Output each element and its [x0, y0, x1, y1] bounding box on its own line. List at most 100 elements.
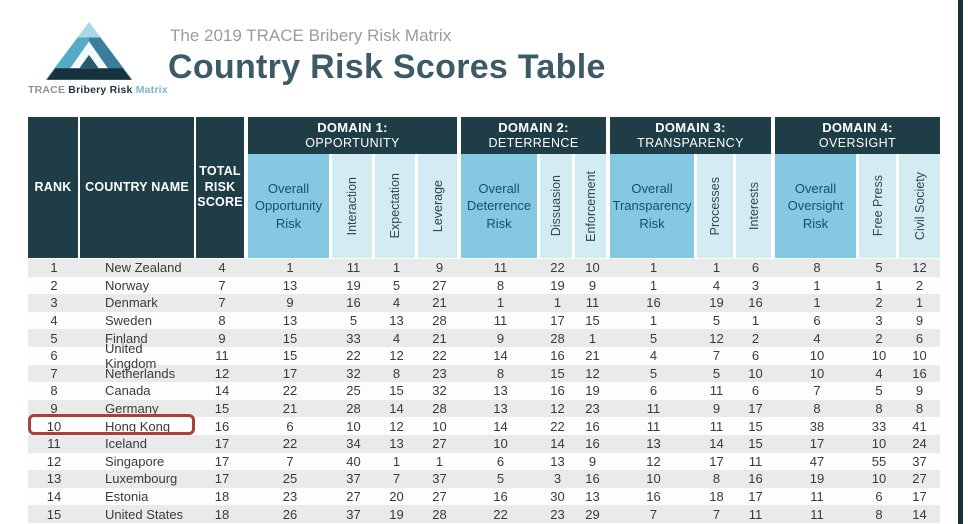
- domain-3-sublabel: TRANSPARENCY: [637, 135, 744, 150]
- value-cell: 8: [813, 401, 821, 417]
- risk-scores-table: RANK COUNTRY NAME TOTAL RISK SCORE DOMAI…: [28, 117, 940, 523]
- domain-4-label: DOMAIN 4:: [822, 119, 893, 135]
- domain-1-header: DOMAIN 1: OPPORTUNITY: [248, 117, 461, 154]
- domain-3-header: DOMAIN 3: TRANSPARENCY: [610, 117, 775, 154]
- value-cell: 27: [432, 277, 447, 293]
- table-row: 15 United States 18 26 37 19 28 22 23 29…: [28, 505, 940, 523]
- value-cell: 10: [912, 348, 927, 364]
- value-cell: 1: [751, 313, 760, 329]
- value-cell: 21: [432, 295, 447, 311]
- rank-cell: 8: [50, 383, 58, 399]
- value-cell: 1: [553, 295, 562, 311]
- value-cell: 9: [435, 260, 444, 276]
- country-cell: Luxembourg: [105, 471, 178, 487]
- value-cell: 11: [748, 506, 763, 522]
- value-cell: 1: [915, 295, 924, 311]
- value-cell: 6: [813, 313, 821, 329]
- value-cell: 15: [550, 365, 565, 381]
- country-cell: Hong Kong: [105, 418, 171, 434]
- value-cell: 17: [748, 401, 763, 417]
- logo-word-trace: TRACE: [28, 84, 66, 96]
- value-cell: 10: [646, 471, 661, 487]
- value-cell: 29: [585, 506, 600, 522]
- value-cell: 1: [286, 260, 294, 276]
- value-cell: 9: [915, 313, 924, 329]
- value-cell: 16: [585, 418, 600, 434]
- value-cell: 1: [875, 277, 883, 293]
- value-cell: 1: [649, 277, 658, 293]
- value-cell: 13: [493, 401, 508, 417]
- col-header-expectation: Expectation: [375, 154, 418, 258]
- value-cell: 22: [493, 506, 508, 522]
- value-cell: 16: [585, 471, 600, 487]
- col-header-leverage: Leverage: [418, 154, 461, 258]
- col-header-civil-society: Civil Society: [899, 154, 940, 258]
- value-cell: 32: [346, 365, 361, 381]
- value-cell: 16: [493, 489, 508, 505]
- value-cell: 14: [214, 383, 230, 399]
- domain-4-group: DOMAIN 4: OVERSIGHT Overall Oversight Ri…: [775, 117, 940, 258]
- trace-logo: TRACE Bribery Risk Matrix: [28, 20, 168, 108]
- value-cell: 14: [493, 348, 508, 364]
- value-cell: 16: [550, 383, 565, 399]
- rank-cell: 3: [50, 295, 58, 311]
- value-cell: 7: [712, 348, 721, 364]
- logo-word-matrix: Matrix: [135, 84, 168, 96]
- value-cell: 10: [871, 471, 887, 487]
- value-cell: 25: [346, 383, 361, 399]
- value-cell: 16: [748, 471, 763, 487]
- value-cell: 13: [493, 383, 508, 399]
- value-cell: 8: [915, 401, 924, 417]
- value-cell: 21: [282, 401, 298, 417]
- col-header-enforcement: Enforcement: [575, 154, 610, 258]
- value-cell: 8: [496, 365, 505, 381]
- value-cell: 22: [550, 260, 565, 276]
- table-row: 4 Sweden 8 13 5 13 28 11 17 15 1 5 1 6 3…: [28, 311, 940, 330]
- value-cell: 5: [649, 365, 658, 381]
- value-cell: 14: [550, 436, 565, 452]
- value-cell: 19: [585, 383, 600, 399]
- value-cell: 22: [432, 348, 447, 364]
- value-cell: 16: [214, 418, 230, 434]
- col-header-overall-opportunity-risk: Overall Opportunity Risk: [248, 154, 332, 258]
- value-cell: 12: [389, 348, 404, 364]
- value-cell: 13: [550, 453, 565, 469]
- value-cell: 2: [875, 330, 883, 346]
- value-cell: 1: [496, 295, 505, 311]
- value-cell: 11: [810, 489, 824, 505]
- value-cell: 12: [709, 330, 724, 346]
- value-cell: 6: [751, 260, 760, 276]
- domain-1-sublabel: OPPORTUNITY: [305, 135, 400, 150]
- value-cell: 13: [585, 489, 600, 505]
- value-cell: 18: [214, 489, 230, 505]
- domain-3-group: DOMAIN 3: TRANSPARENCY Overall Transpare…: [610, 117, 775, 258]
- value-cell: 4: [813, 330, 821, 346]
- value-cell: 28: [432, 506, 447, 522]
- value-cell: 33: [346, 330, 361, 346]
- table-row: 5 Finland 9 15 33 4 21 9 28 1 5 12 2 4 2…: [28, 329, 940, 347]
- value-cell: 9: [286, 295, 294, 311]
- value-cell: 5: [875, 260, 883, 276]
- value-cell: 27: [912, 471, 927, 487]
- table-body: 1 New Zealand 4 1 11 1 9 11 22 10 1 1 6 …: [28, 259, 940, 523]
- value-cell: 18: [214, 506, 230, 522]
- value-cell: 23: [432, 365, 447, 381]
- value-cell: 15: [282, 348, 298, 364]
- value-cell: 15: [389, 383, 404, 399]
- value-cell: 4: [712, 277, 721, 293]
- value-cell: 22: [550, 418, 565, 434]
- value-cell: 28: [346, 401, 361, 417]
- table-row: 12 Singapore 17 7 40 1 1 6 13 9 12 17 11…: [28, 452, 940, 471]
- value-cell: 15: [585, 313, 600, 329]
- value-cell: 4: [875, 365, 883, 381]
- country-cell: Canada: [105, 383, 151, 399]
- trace-logo-wordmark: TRACE Bribery Risk Matrix: [28, 84, 168, 96]
- value-cell: 26: [282, 506, 298, 522]
- value-cell: 37: [912, 453, 927, 469]
- domain-4-header: DOMAIN 4: OVERSIGHT: [775, 117, 940, 154]
- value-cell: 15: [748, 436, 763, 452]
- table-row: 2 Norway 7 13 19 5 27 8 19 9 1 4 3 1 1 2: [28, 276, 940, 295]
- value-cell: 22: [282, 436, 298, 452]
- value-cell: 6: [286, 418, 294, 434]
